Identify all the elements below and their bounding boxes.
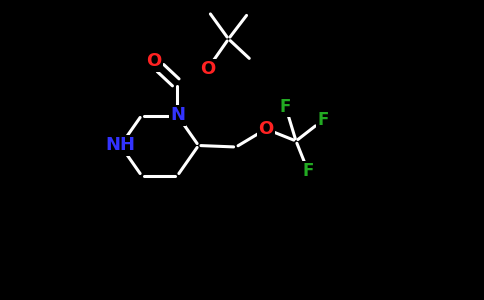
Text: F: F <box>280 98 291 116</box>
Text: O: O <box>146 52 161 70</box>
Text: NH: NH <box>106 136 136 154</box>
Text: O: O <box>200 60 215 78</box>
Text: F: F <box>302 162 314 180</box>
Text: O: O <box>258 120 273 138</box>
Text: F: F <box>318 111 329 129</box>
Text: N: N <box>170 106 185 124</box>
